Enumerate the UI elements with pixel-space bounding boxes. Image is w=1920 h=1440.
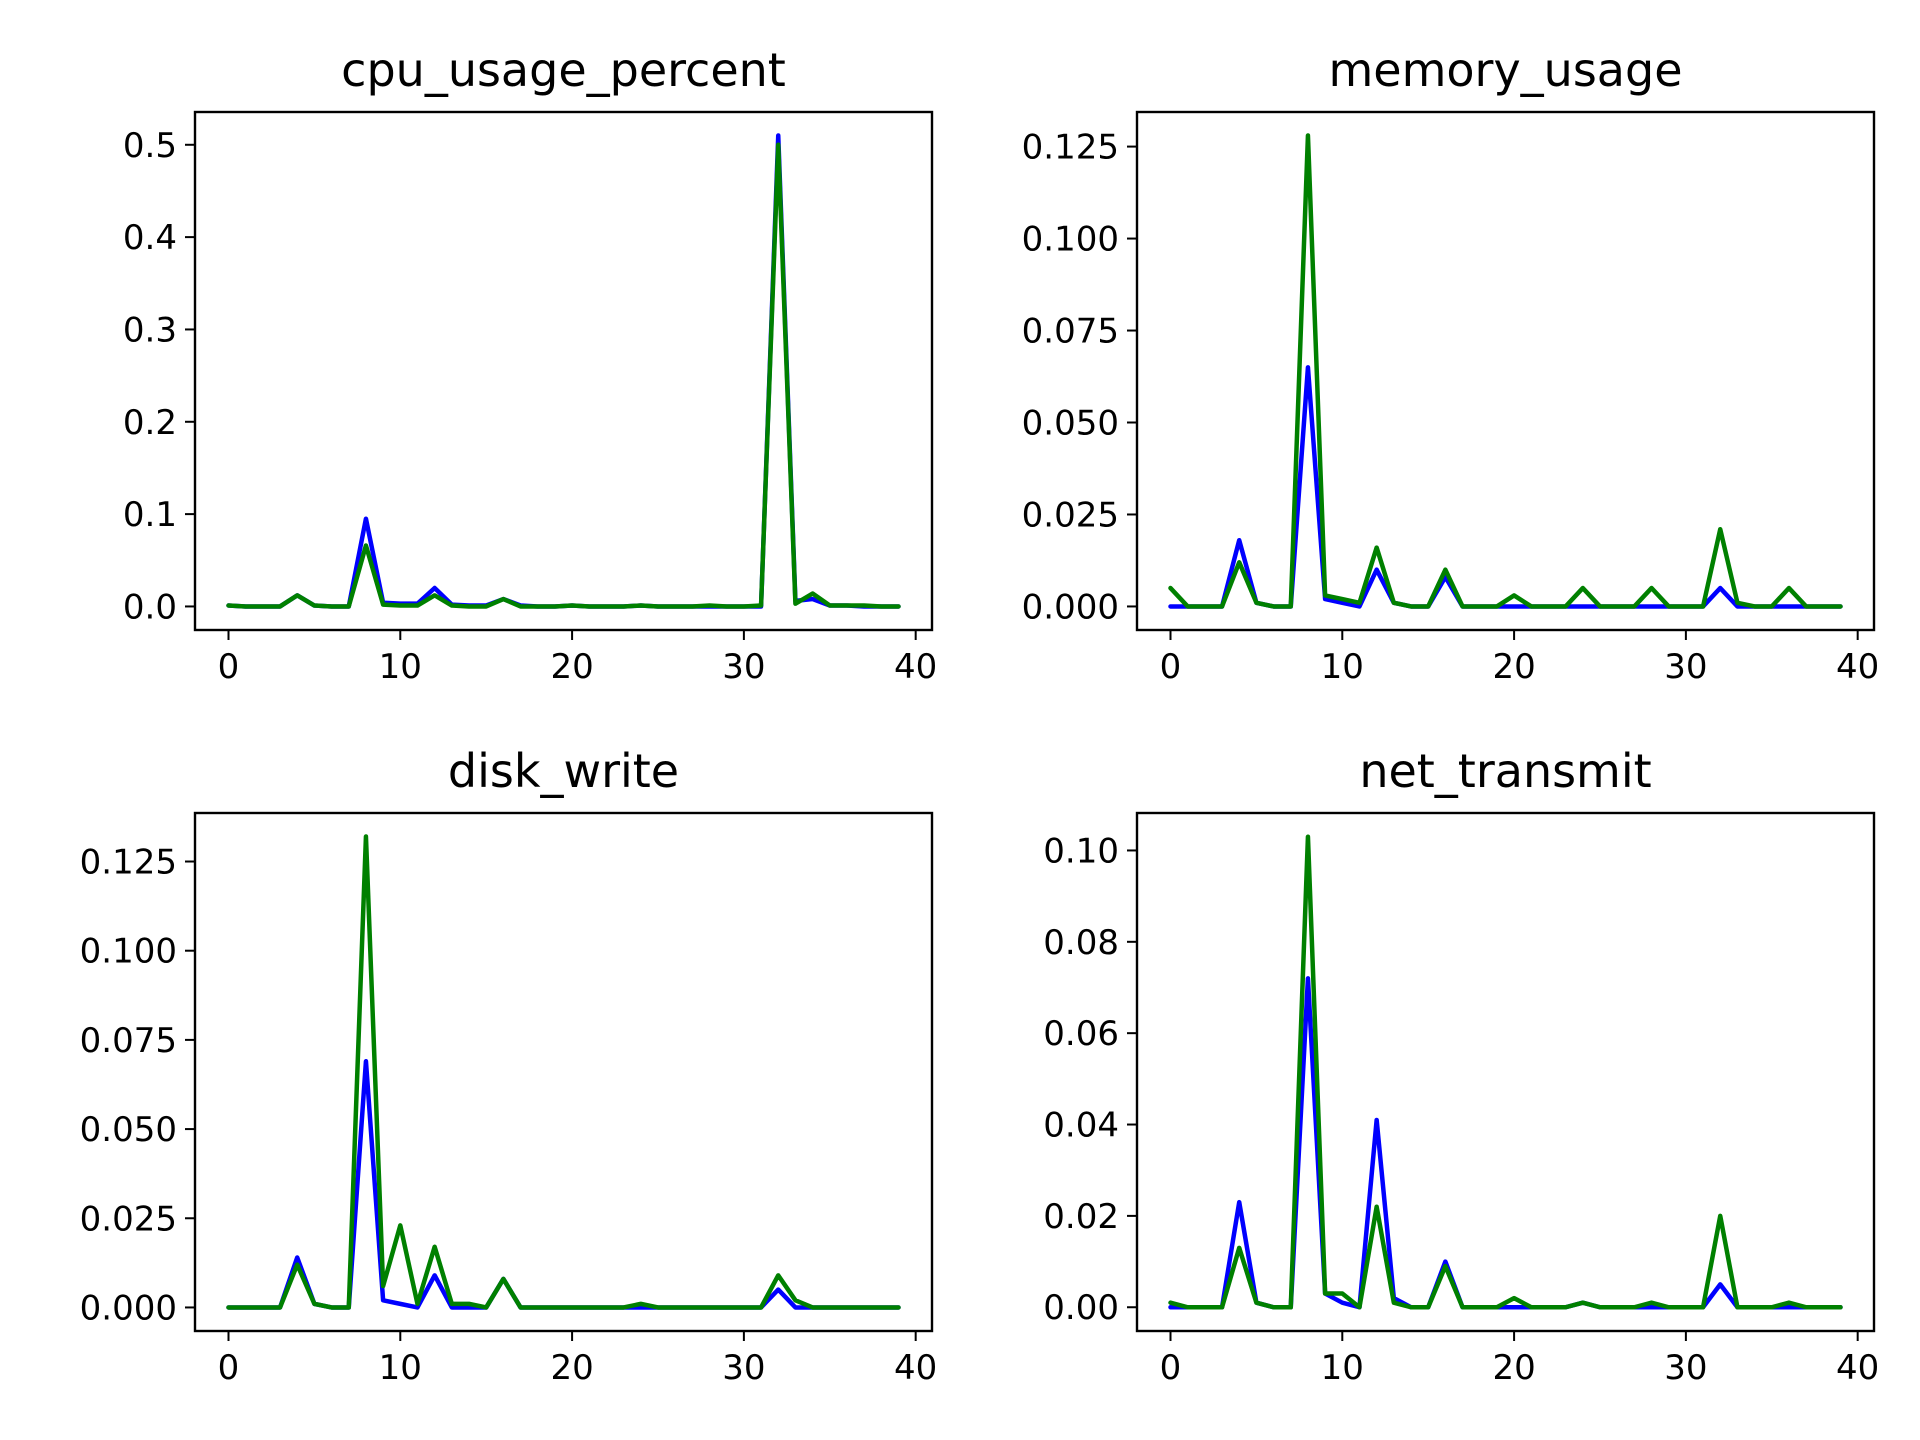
x-tick-label: 40 (1836, 647, 1879, 687)
x-tick-label: 30 (722, 1348, 765, 1388)
y-tick-label: 0.2 (123, 403, 177, 443)
y-tick-label: 0.075 (80, 1021, 177, 1061)
y-tick-label: 0.025 (1022, 495, 1119, 535)
chart-title: disk_write (448, 744, 679, 798)
x-tick-label: 30 (1664, 647, 1707, 687)
series-line-1 (226, 834, 901, 1310)
y-tick-label: 0.1 (123, 495, 177, 535)
chart-panel-2: disk_write 0 10 20 30 40 0.000 0.025 0.050 0.075 0… (80, 744, 938, 1388)
axes-frame (193, 110, 934, 632)
x-tick-label: 30 (1664, 1348, 1707, 1388)
series-line-1 (226, 142, 901, 609)
y-tick-label: 0.3 (123, 310, 177, 350)
chart-title: memory_usage (1328, 43, 1682, 97)
x-tick-label: 0 (218, 1348, 240, 1388)
y-tick-label: 0.025 (80, 1199, 177, 1239)
x-tick-label: 40 (894, 1348, 937, 1388)
y-tick-label: 0.000 (1022, 587, 1119, 627)
chart-panel-0: cpu_usage_percent 0 10 20 30 40 0.0 0.1 0.2 0.3 0.… (123, 43, 937, 687)
x-tick-label: 20 (550, 647, 593, 687)
y-tick-label: 0.100 (1022, 220, 1119, 260)
x-tick-label: 10 (1321, 647, 1364, 687)
chart-panel-1: memory_usage 0 10 20 30 40 0.000 0.025 0.050 0.07… (1022, 43, 1880, 687)
y-tick-label: 0.0 (123, 587, 177, 627)
x-tick-label: 20 (1492, 1348, 1535, 1388)
series-line-0 (1168, 976, 1843, 1310)
y-tick-label: 0.02 (1043, 1197, 1119, 1237)
y-tick-label: 0.10 (1043, 831, 1119, 871)
series-line-0 (1168, 365, 1843, 609)
x-tick-label: 0 (218, 647, 240, 687)
axes-frame (1135, 110, 1876, 632)
y-tick-label: 0.075 (1022, 312, 1119, 352)
series-line-0 (226, 1059, 901, 1310)
y-tick-label: 0.4 (123, 218, 177, 258)
x-tick-label: 40 (1836, 1348, 1879, 1388)
x-tick-label: 10 (379, 647, 422, 687)
y-tick-label: 0.125 (1022, 128, 1119, 168)
axes-frame (193, 811, 934, 1333)
series-line-1 (1168, 834, 1843, 1310)
x-tick-label: 0 (1160, 647, 1182, 687)
x-tick-label: 0 (1160, 1348, 1182, 1388)
y-tick-label: 0.100 (80, 932, 177, 972)
y-tick-label: 0.050 (80, 1110, 177, 1150)
axes-frame (1135, 811, 1876, 1333)
y-tick-label: 0.050 (1022, 404, 1119, 444)
y-tick-label: 0.5 (123, 126, 177, 166)
y-tick-label: 0.000 (80, 1288, 177, 1328)
y-tick-label: 0.04 (1043, 1106, 1119, 1146)
series-line-0 (226, 133, 901, 609)
x-tick-label: 40 (894, 647, 937, 687)
y-tick-label: 0.00 (1043, 1288, 1119, 1328)
chart-panel-3: net_transmit 0 10 20 30 40 0.00 0.02 0.04 0.06 0.0… (1043, 744, 1879, 1388)
x-tick-label: 30 (722, 647, 765, 687)
chart-title: net_transmit (1359, 744, 1651, 798)
x-tick-label: 20 (550, 1348, 593, 1388)
x-tick-label: 10 (379, 1348, 422, 1388)
chart-title: cpu_usage_percent (341, 43, 786, 97)
y-tick-label: 0.08 (1043, 923, 1119, 963)
y-tick-label: 0.06 (1043, 1014, 1119, 1054)
y-tick-label: 0.125 (80, 843, 177, 883)
x-tick-label: 20 (1492, 647, 1535, 687)
x-tick-label: 10 (1321, 1348, 1364, 1388)
series-line-1 (1168, 133, 1843, 609)
